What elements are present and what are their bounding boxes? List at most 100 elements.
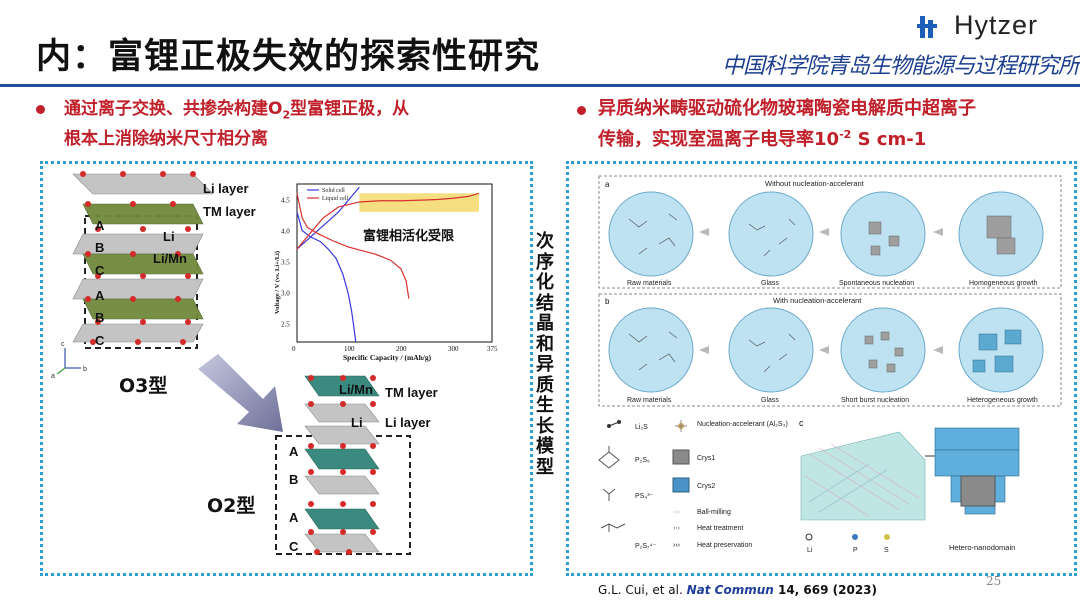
panel-b-label-3: Short burst nucleation [841, 397, 909, 404]
chart-legend: Solid cell Liquid cell [307, 188, 348, 202]
panel-b-label-4: Heterogeneous growth [967, 397, 1038, 404]
legend-crys1: Crys1 [697, 455, 715, 462]
left-figure: Li layer TM layer Li Li/Mn A B C A B C c… [51, 171, 498, 555]
transform-arrow [198, 354, 283, 432]
panel-b-tag: b [605, 297, 610, 306]
atom-li: Li [807, 547, 813, 554]
chart-xtick-0: 0 [292, 345, 296, 353]
panel-a-label-2: Glass [761, 280, 779, 287]
panel-b: b With nucleation-accelerant Raw materia… [598, 293, 1062, 407]
o3-stack-c1: C [95, 263, 105, 278]
panel-a-label-3: Spontaneous nucleation [839, 280, 914, 287]
o2-stack-a2: A [289, 510, 299, 525]
panel-b-title: With nucleation-accelerant [773, 296, 862, 305]
heat-preservation-icon: ››› [673, 542, 681, 549]
o2-li-label: Li [351, 415, 363, 430]
voltage-chart: 0 100 200 300 375 2.5 3.0 3.5 4.0 4.5 Solid cell… [274, 183, 498, 362]
nucleation-icon [675, 420, 687, 432]
chart-xtick-1: 100 [344, 345, 355, 353]
legend-heat-p: Heat preservation [697, 542, 752, 549]
axis-a-label: a [51, 373, 55, 380]
chart-series-line-1 [296, 186, 360, 250]
legend-p2s7: P₂S₇⁴⁻ [635, 543, 656, 550]
axis-b-label: b [83, 366, 87, 373]
panel-b-label-2: Glass [761, 397, 779, 404]
legend-nucleation: Nucleation-accelerant (Al₂S₃) [697, 421, 788, 428]
o3-stack-letters: A B C A B C [95, 218, 105, 348]
o3-tm-layer-label: TM layer [203, 204, 256, 219]
panel-a-label-1: Raw materials [627, 280, 672, 287]
o2-type-label: O2型 [207, 494, 255, 517]
left-bullet-dot [36, 105, 45, 114]
chart-series-line-2 [296, 193, 410, 299]
o2-stack-c: C [289, 539, 299, 554]
hytzer-logo: Hytzer [914, 10, 1064, 44]
legend-p2s5: P₂S₅ [635, 457, 650, 464]
axis-triad: c b a [51, 341, 87, 380]
o2-stack-b: B [289, 472, 298, 487]
legend-ball: Ball-milling [697, 509, 731, 516]
right-figure: a Without nucleation-accelerant Raw mate… [598, 175, 1062, 554]
atom-legend: Li P S [805, 533, 890, 554]
chart-xlabel: Specific Capacity / (mAh/g) [343, 353, 432, 362]
chart-series-line-0 [296, 211, 357, 343]
o2-li-mn-label: Li/Mn [339, 382, 373, 397]
panel-a-title: Without nucleation-accelerant [765, 179, 865, 188]
crys2-icon [672, 477, 690, 493]
panel-a-label-4: Homogeneous growth [969, 280, 1038, 287]
o2-tm-layer-label: TM layer [385, 385, 438, 400]
o3-stack-b2: B [95, 310, 104, 325]
chart-ytick-1: 3.0 [281, 289, 290, 297]
title-divider [0, 84, 1080, 87]
chart-highlight-region [359, 193, 479, 212]
panel-c: c Li P S Hetero-nanodomain [799, 418, 1020, 554]
chart-annotation: 富锂相活化受限 [363, 228, 455, 244]
legend-liquid-cell: Liquid cell [322, 196, 348, 202]
page-number: 25 [986, 574, 1002, 588]
o2-structure: Li/Mn TM layer Li Li layer A B A C O2型 [207, 375, 438, 555]
chart-plot-area [296, 183, 493, 343]
p2s5-icon [598, 446, 620, 469]
chart-ytick-3: 4.0 [281, 227, 290, 235]
o3-li-layer-label: Li layer [203, 181, 249, 196]
legend-crys2: Crys2 [697, 483, 715, 490]
chart-ytick-4: 4.5 [281, 196, 290, 204]
slide-title: 内：富锂正极失效的探索性研究 [36, 37, 541, 77]
crys1-icon [672, 449, 690, 465]
chart-ylabel: Voltage / V (vs. Li+/Li) [274, 251, 281, 314]
li2s-icon [607, 420, 621, 428]
hytzer-logo-icon [917, 16, 937, 38]
legend-li2s: Li₂S [635, 424, 648, 431]
chart-xtick-4: 375 [487, 345, 498, 353]
left-bullet-text: 通过离子交换、共掺杂构建O2型富锂正极，从 根本上消除纳米尺寸相分离 [64, 99, 410, 150]
chart-series-line-3 [296, 192, 480, 250]
citation: G.L. Cui, et al. Nat Commun 14, 669 (202… [598, 583, 878, 597]
ps4-icon [602, 488, 616, 501]
heat-treatment-icon: ››› [673, 525, 681, 532]
panel-a: a Without nucleation-accelerant Raw mate… [598, 175, 1062, 289]
axis-c-label: c [61, 341, 65, 348]
o3-stack-a1: A [95, 218, 105, 233]
hytzer-logo-text: Hytzer [954, 10, 1039, 40]
o3-li-mn-label: Li/Mn [153, 251, 187, 266]
o2-stack-letters: A B A C [289, 444, 299, 554]
vertical-model-label: 次序化结晶和异质生长模型 [536, 231, 554, 478]
o2-li-layer-label: Li layer [385, 415, 431, 430]
atom-s: S [884, 547, 889, 554]
panel-legend: Li₂S P₂S₅ PS₄³⁻ P₂S₇⁴⁻ Nucleation-accele… [598, 420, 788, 550]
o3-type-label: O3型 [119, 374, 167, 397]
panel-c-label: Hetero-nanodomain [949, 543, 1015, 552]
panel-b-label-1: Raw materials [627, 397, 672, 404]
chart-ytick-2: 3.5 [281, 258, 290, 266]
p2s7-icon [600, 523, 626, 532]
legend-ps4: PS₄³⁻ [635, 493, 654, 500]
o2-stack-a1: A [289, 444, 299, 459]
panel-a-tag: a [605, 180, 610, 189]
right-bullet-text: 异质纳米畴驱动硫化物玻璃陶瓷电解质中超离子 传输，实现室温离子电导率10-2 S… [598, 98, 976, 150]
panel-c-tag: c [799, 418, 804, 428]
ball-milling-icon: ››› [673, 509, 681, 516]
o3-structure: Li layer TM layer Li Li/Mn A B C A B C c… [51, 171, 256, 397]
right-figure-frame [566, 161, 1077, 576]
left-figure-frame [40, 161, 533, 576]
o3-stack-a2: A [95, 288, 105, 303]
